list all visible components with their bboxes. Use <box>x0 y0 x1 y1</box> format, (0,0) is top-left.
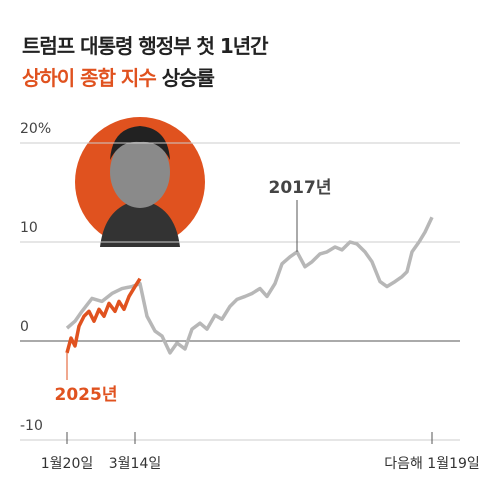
y-tick-label: 0 <box>20 319 29 335</box>
portrait-body <box>100 200 180 247</box>
y-tick-label: 20% <box>20 121 51 137</box>
series-label: 2025년 <box>55 385 118 405</box>
subtitle-text: 상승률 <box>161 66 215 90</box>
chart-title: 트럼프 대통령 행정부 첫 1년간 <box>22 34 269 58</box>
portrait-hair <box>110 126 170 160</box>
series-label: 2017년 <box>269 178 332 198</box>
y-tick-label: -10 <box>20 418 43 434</box>
series-line <box>65 216 434 355</box>
series-line <box>65 277 142 354</box>
y-tick-label: 10 <box>20 220 38 236</box>
chart-subtitle: 상하이 종합 지수 상승률 <box>22 62 215 91</box>
x-tick-label: 3월14일 <box>109 456 161 472</box>
portrait-face <box>110 136 170 208</box>
subtitle-highlight: 상하이 종합 지수 <box>22 66 157 90</box>
x-tick-label: 다음해 1월19일 <box>384 456 480 472</box>
x-tick-label: 1월20일 <box>41 456 93 472</box>
